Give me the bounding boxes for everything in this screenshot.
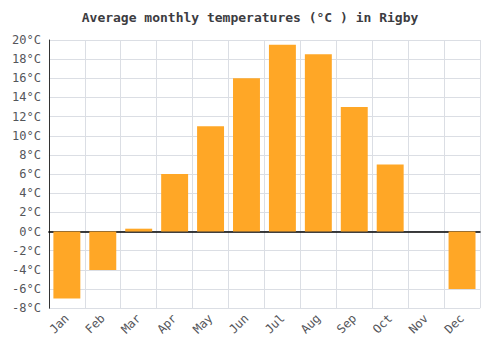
- svg-text:12°C: 12°C: [12, 110, 41, 124]
- svg-text:Feb: Feb: [83, 311, 108, 336]
- svg-text:Mar: Mar: [118, 311, 143, 336]
- svg-text:Aug: Aug: [298, 311, 323, 336]
- svg-text:6°C: 6°C: [19, 167, 41, 181]
- svg-text:Jan: Jan: [47, 311, 72, 336]
- svg-text:0°C: 0°C: [19, 225, 41, 239]
- svg-text:Jul: Jul: [262, 311, 287, 336]
- svg-text:Oct: Oct: [370, 311, 395, 336]
- svg-text:Sep: Sep: [334, 311, 359, 336]
- svg-text:May: May: [190, 311, 215, 336]
- svg-text:Average monthly temperatures (: Average monthly temperatures (°C ) in Ri…: [82, 10, 419, 25]
- svg-text:8°C: 8°C: [19, 148, 41, 162]
- svg-text:2°C: 2°C: [19, 205, 41, 219]
- svg-text:Jun: Jun: [226, 311, 251, 336]
- svg-text:-8°C: -8°C: [12, 301, 41, 315]
- svg-text:20°C: 20°C: [12, 33, 41, 47]
- svg-text:Dec: Dec: [442, 311, 467, 336]
- svg-text:18°C: 18°C: [12, 52, 41, 66]
- svg-text:4°C: 4°C: [19, 186, 41, 200]
- svg-text:-6°C: -6°C: [12, 282, 41, 296]
- svg-text:14°C: 14°C: [12, 90, 41, 104]
- svg-text:10°C: 10°C: [12, 129, 41, 143]
- svg-text:Apr: Apr: [154, 311, 179, 336]
- svg-text:Nov: Nov: [406, 311, 431, 336]
- svg-text:-4°C: -4°C: [12, 263, 41, 277]
- svg-text:-2°C: -2°C: [12, 244, 41, 258]
- svg-text:16°C: 16°C: [12, 71, 41, 85]
